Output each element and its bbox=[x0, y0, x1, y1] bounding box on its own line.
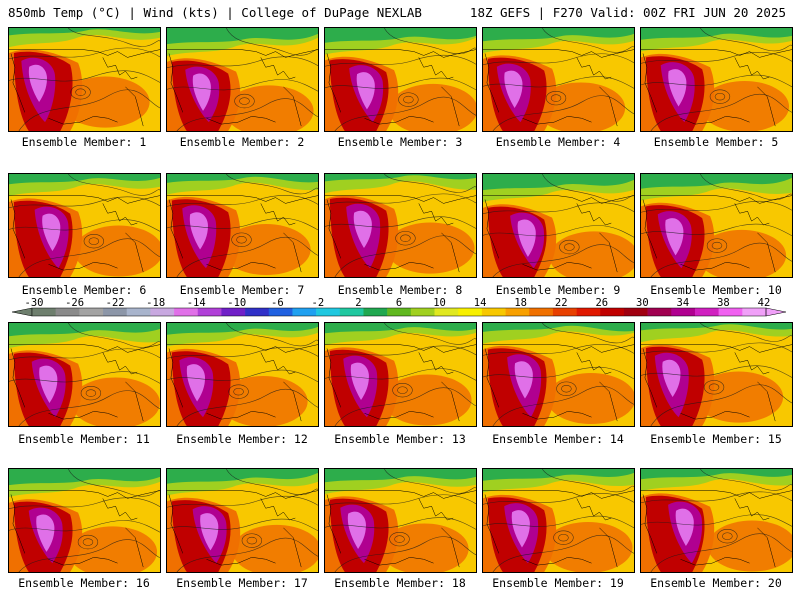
ensemble-map-3 bbox=[324, 27, 477, 132]
colorbar-min-arrow bbox=[11, 307, 33, 317]
colorbar-swatch bbox=[126, 308, 151, 316]
ensemble-map-2 bbox=[166, 27, 319, 132]
colorbar-tick-label: 34 bbox=[676, 297, 690, 309]
ensemble-member-label: Ensemble Member: 9 bbox=[495, 283, 621, 297]
ensemble-map-11 bbox=[8, 322, 161, 427]
colorbar-max-arrow bbox=[765, 307, 787, 317]
ensemble-member-label: Ensemble Member: 11 bbox=[18, 432, 150, 446]
colorbar-tick-label: -22 bbox=[105, 297, 125, 309]
ensemble-member-label: Ensemble Member: 13 bbox=[334, 432, 466, 446]
colorbar-tick-label: -30 bbox=[24, 297, 44, 309]
ensemble-member-label: Ensemble Member: 14 bbox=[492, 432, 624, 446]
ensemble-member-label: Ensemble Member: 6 bbox=[21, 283, 147, 297]
ensemble-member-label: Ensemble Member: 3 bbox=[337, 135, 463, 149]
colorbar-swatch bbox=[694, 308, 719, 316]
colorbar-tick-label: -2 bbox=[311, 297, 325, 309]
ensemble-member-label: Ensemble Member: 10 bbox=[650, 283, 782, 297]
ensemble-map-12 bbox=[166, 322, 319, 427]
colorbar-swatch bbox=[600, 308, 625, 316]
colorbar-swatch bbox=[671, 308, 696, 316]
colorbar-swatch bbox=[174, 308, 199, 316]
ensemble-member-label: Ensemble Member: 18 bbox=[334, 576, 466, 590]
colorbar-swatch bbox=[245, 308, 270, 316]
colorbar-swatch bbox=[505, 308, 530, 316]
colorbar-swatch bbox=[410, 308, 435, 316]
ensemble-map-16 bbox=[8, 468, 161, 573]
temperature-colorbar bbox=[11, 307, 787, 317]
colorbar-swatch bbox=[197, 308, 222, 316]
ensemble-member-label: Ensemble Member: 19 bbox=[492, 576, 624, 590]
colorbar-tick-label: 30 bbox=[636, 297, 649, 309]
product-title: 850mb Temp (°C) | Wind (kts) | College o… bbox=[8, 5, 422, 20]
colorbar-tick-label: 14 bbox=[473, 297, 487, 309]
ensemble-map-18 bbox=[324, 468, 477, 573]
ensemble-member-label: Ensemble Member: 5 bbox=[653, 135, 779, 149]
ensemble-map-6 bbox=[8, 173, 161, 278]
ensemble-map-7 bbox=[166, 173, 319, 278]
colorbar-tick-label: -26 bbox=[65, 297, 85, 309]
colorbar-swatch bbox=[434, 308, 459, 316]
ensemble-member-label: Ensemble Member: 1 bbox=[21, 135, 147, 149]
colorbar-tick-label: 42 bbox=[757, 297, 771, 309]
colorbar-swatch bbox=[529, 308, 554, 316]
colorbar-swatch bbox=[32, 308, 56, 316]
colorbar-tick-label: 22 bbox=[554, 297, 568, 309]
ensemble-map-1 bbox=[8, 27, 161, 132]
colorbar-swatch bbox=[576, 308, 601, 316]
colorbar-swatch bbox=[647, 308, 672, 316]
colorbar-tick-label: 38 bbox=[717, 297, 730, 309]
colorbar-swatch bbox=[316, 308, 341, 316]
colorbar-swatch bbox=[339, 308, 364, 316]
colorbar-swatch bbox=[150, 308, 175, 316]
colorbar-swatch bbox=[221, 308, 246, 316]
run-valid-time: 18Z GEFS | F270 Valid: 00Z FRI JUN 20 20… bbox=[469, 5, 786, 20]
ensemble-map-19 bbox=[482, 468, 635, 573]
colorbar-swatch bbox=[363, 308, 388, 316]
colorbar-swatch bbox=[481, 308, 506, 316]
ensemble-map-5 bbox=[640, 27, 793, 132]
colorbar-swatch bbox=[387, 308, 412, 316]
colorbar-tick-label: 18 bbox=[514, 297, 527, 309]
ensemble-map-15 bbox=[640, 322, 793, 427]
colorbar-tick-label: -6 bbox=[271, 297, 284, 309]
colorbar-tick-label: 10 bbox=[433, 297, 446, 309]
ensemble-member-label: Ensemble Member: 15 bbox=[650, 432, 782, 446]
colorbar-tick-label: -10 bbox=[227, 297, 247, 309]
colorbar-swatch bbox=[79, 308, 104, 316]
ensemble-map-9 bbox=[482, 173, 635, 278]
colorbar-swatch bbox=[268, 308, 293, 316]
ensemble-member-label: Ensemble Member: 20 bbox=[650, 576, 782, 590]
colorbar-swatch bbox=[292, 308, 317, 316]
colorbar-tick-label: 2 bbox=[355, 297, 362, 309]
colorbar-swatch bbox=[718, 308, 743, 316]
ensemble-map-8 bbox=[324, 173, 477, 278]
ensemble-map-13 bbox=[324, 322, 477, 427]
ensemble-member-label: Ensemble Member: 17 bbox=[176, 576, 308, 590]
colorbar-tick-label: 26 bbox=[595, 297, 609, 309]
colorbar-swatch bbox=[742, 308, 767, 316]
ensemble-member-label: Ensemble Member: 4 bbox=[495, 135, 621, 149]
colorbar-tick-label: -18 bbox=[146, 297, 166, 309]
ensemble-map-14 bbox=[482, 322, 635, 427]
ensemble-member-label: Ensemble Member: 16 bbox=[18, 576, 150, 590]
colorbar-swatch bbox=[103, 308, 128, 316]
ensemble-member-label: Ensemble Member: 7 bbox=[179, 283, 305, 297]
ensemble-map-20 bbox=[640, 468, 793, 573]
colorbar-tick-label: 6 bbox=[395, 297, 403, 309]
ensemble-map-17 bbox=[166, 468, 319, 573]
ensemble-member-label: Ensemble Member: 12 bbox=[176, 432, 308, 446]
colorbar-swatch bbox=[552, 308, 577, 316]
ensemble-member-label: Ensemble Member: 8 bbox=[337, 283, 463, 297]
colorbar-tick-label: -14 bbox=[186, 297, 206, 309]
colorbar-swatch bbox=[623, 308, 648, 316]
ensemble-map-10 bbox=[640, 173, 793, 278]
colorbar-swatch bbox=[55, 308, 80, 316]
ensemble-member-label: Ensemble Member: 2 bbox=[179, 135, 305, 149]
ensemble-map-4 bbox=[482, 27, 635, 132]
colorbar-swatch bbox=[458, 308, 483, 316]
